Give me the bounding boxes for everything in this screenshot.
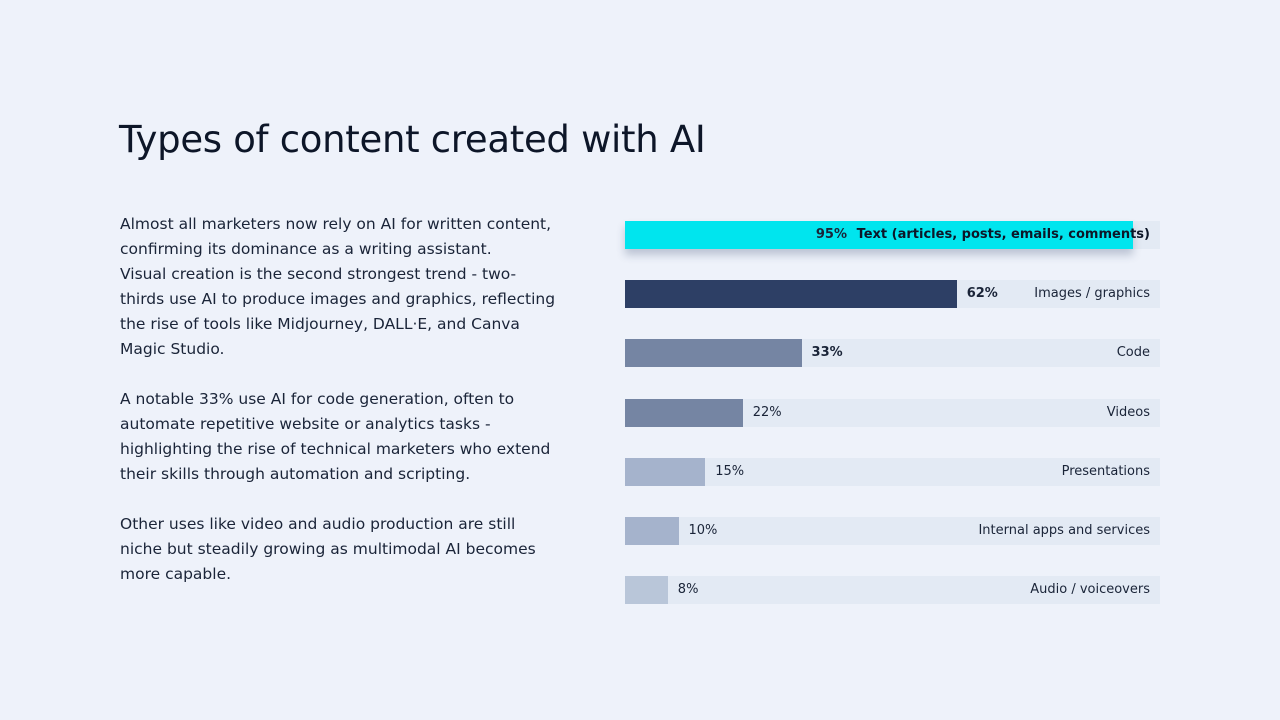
- bar-row: Presentations 15%: [625, 457, 1160, 486]
- paragraph-line: Almost all marketers now rely on AI for …: [120, 215, 552, 258]
- category-label: Images / graphics: [1034, 286, 1150, 302]
- paragraph-line: A notable 33% use AI for code generation…: [120, 390, 551, 483]
- paragraph: Other uses like video and audio producti…: [120, 512, 560, 587]
- bar-row: Images / graphics 62%: [625, 280, 1160, 309]
- bar-row: Videos 22%: [625, 398, 1160, 427]
- category-label: Code: [1116, 345, 1150, 361]
- bar: [625, 280, 957, 309]
- category-label: Videos: [1106, 404, 1150, 420]
- category-label: Presentations: [1061, 463, 1150, 479]
- bar: [625, 221, 1134, 249]
- page-title: Types of content created with AI: [119, 118, 706, 161]
- paragraph: Almost all marketers now rely on AI for …: [120, 212, 560, 362]
- paragraph-line: Visual creation is the second strongest …: [120, 265, 556, 358]
- paragraph: A notable 33% use AI for code generation…: [120, 387, 560, 487]
- value-label: 10%: [688, 523, 718, 538]
- value-label: 33%: [811, 345, 843, 361]
- bar-row: Internal apps and services 10%: [625, 517, 1160, 545]
- description: Almost all marketers now rely on AI for …: [120, 212, 560, 612]
- bar: [625, 457, 706, 486]
- bar-row: Text (articles, posts, emails, comments)…: [625, 221, 1160, 249]
- paragraph-line: Other uses like video and audio producti…: [120, 515, 536, 583]
- value-label: 95%: [815, 227, 847, 242]
- bar: [625, 398, 743, 427]
- category-label: Text (articles, posts, emails, comments): [856, 227, 1150, 242]
- category-label: Internal apps and services: [978, 523, 1150, 538]
- bar: [625, 576, 668, 605]
- bar-row: Audio / voiceovers 8%: [625, 576, 1160, 605]
- value-label: 8%: [677, 582, 699, 598]
- value-label: 15%: [715, 463, 745, 479]
- bar: [625, 339, 802, 368]
- bar-chart: Text (articles, posts, emails, comments)…: [625, 0, 1160, 720]
- value-label: 22%: [752, 404, 782, 420]
- value-label: 62%: [966, 286, 998, 302]
- category-label: Audio / voiceovers: [1030, 582, 1150, 598]
- bar: [625, 517, 679, 545]
- bar-row: Code 33%: [625, 339, 1160, 368]
